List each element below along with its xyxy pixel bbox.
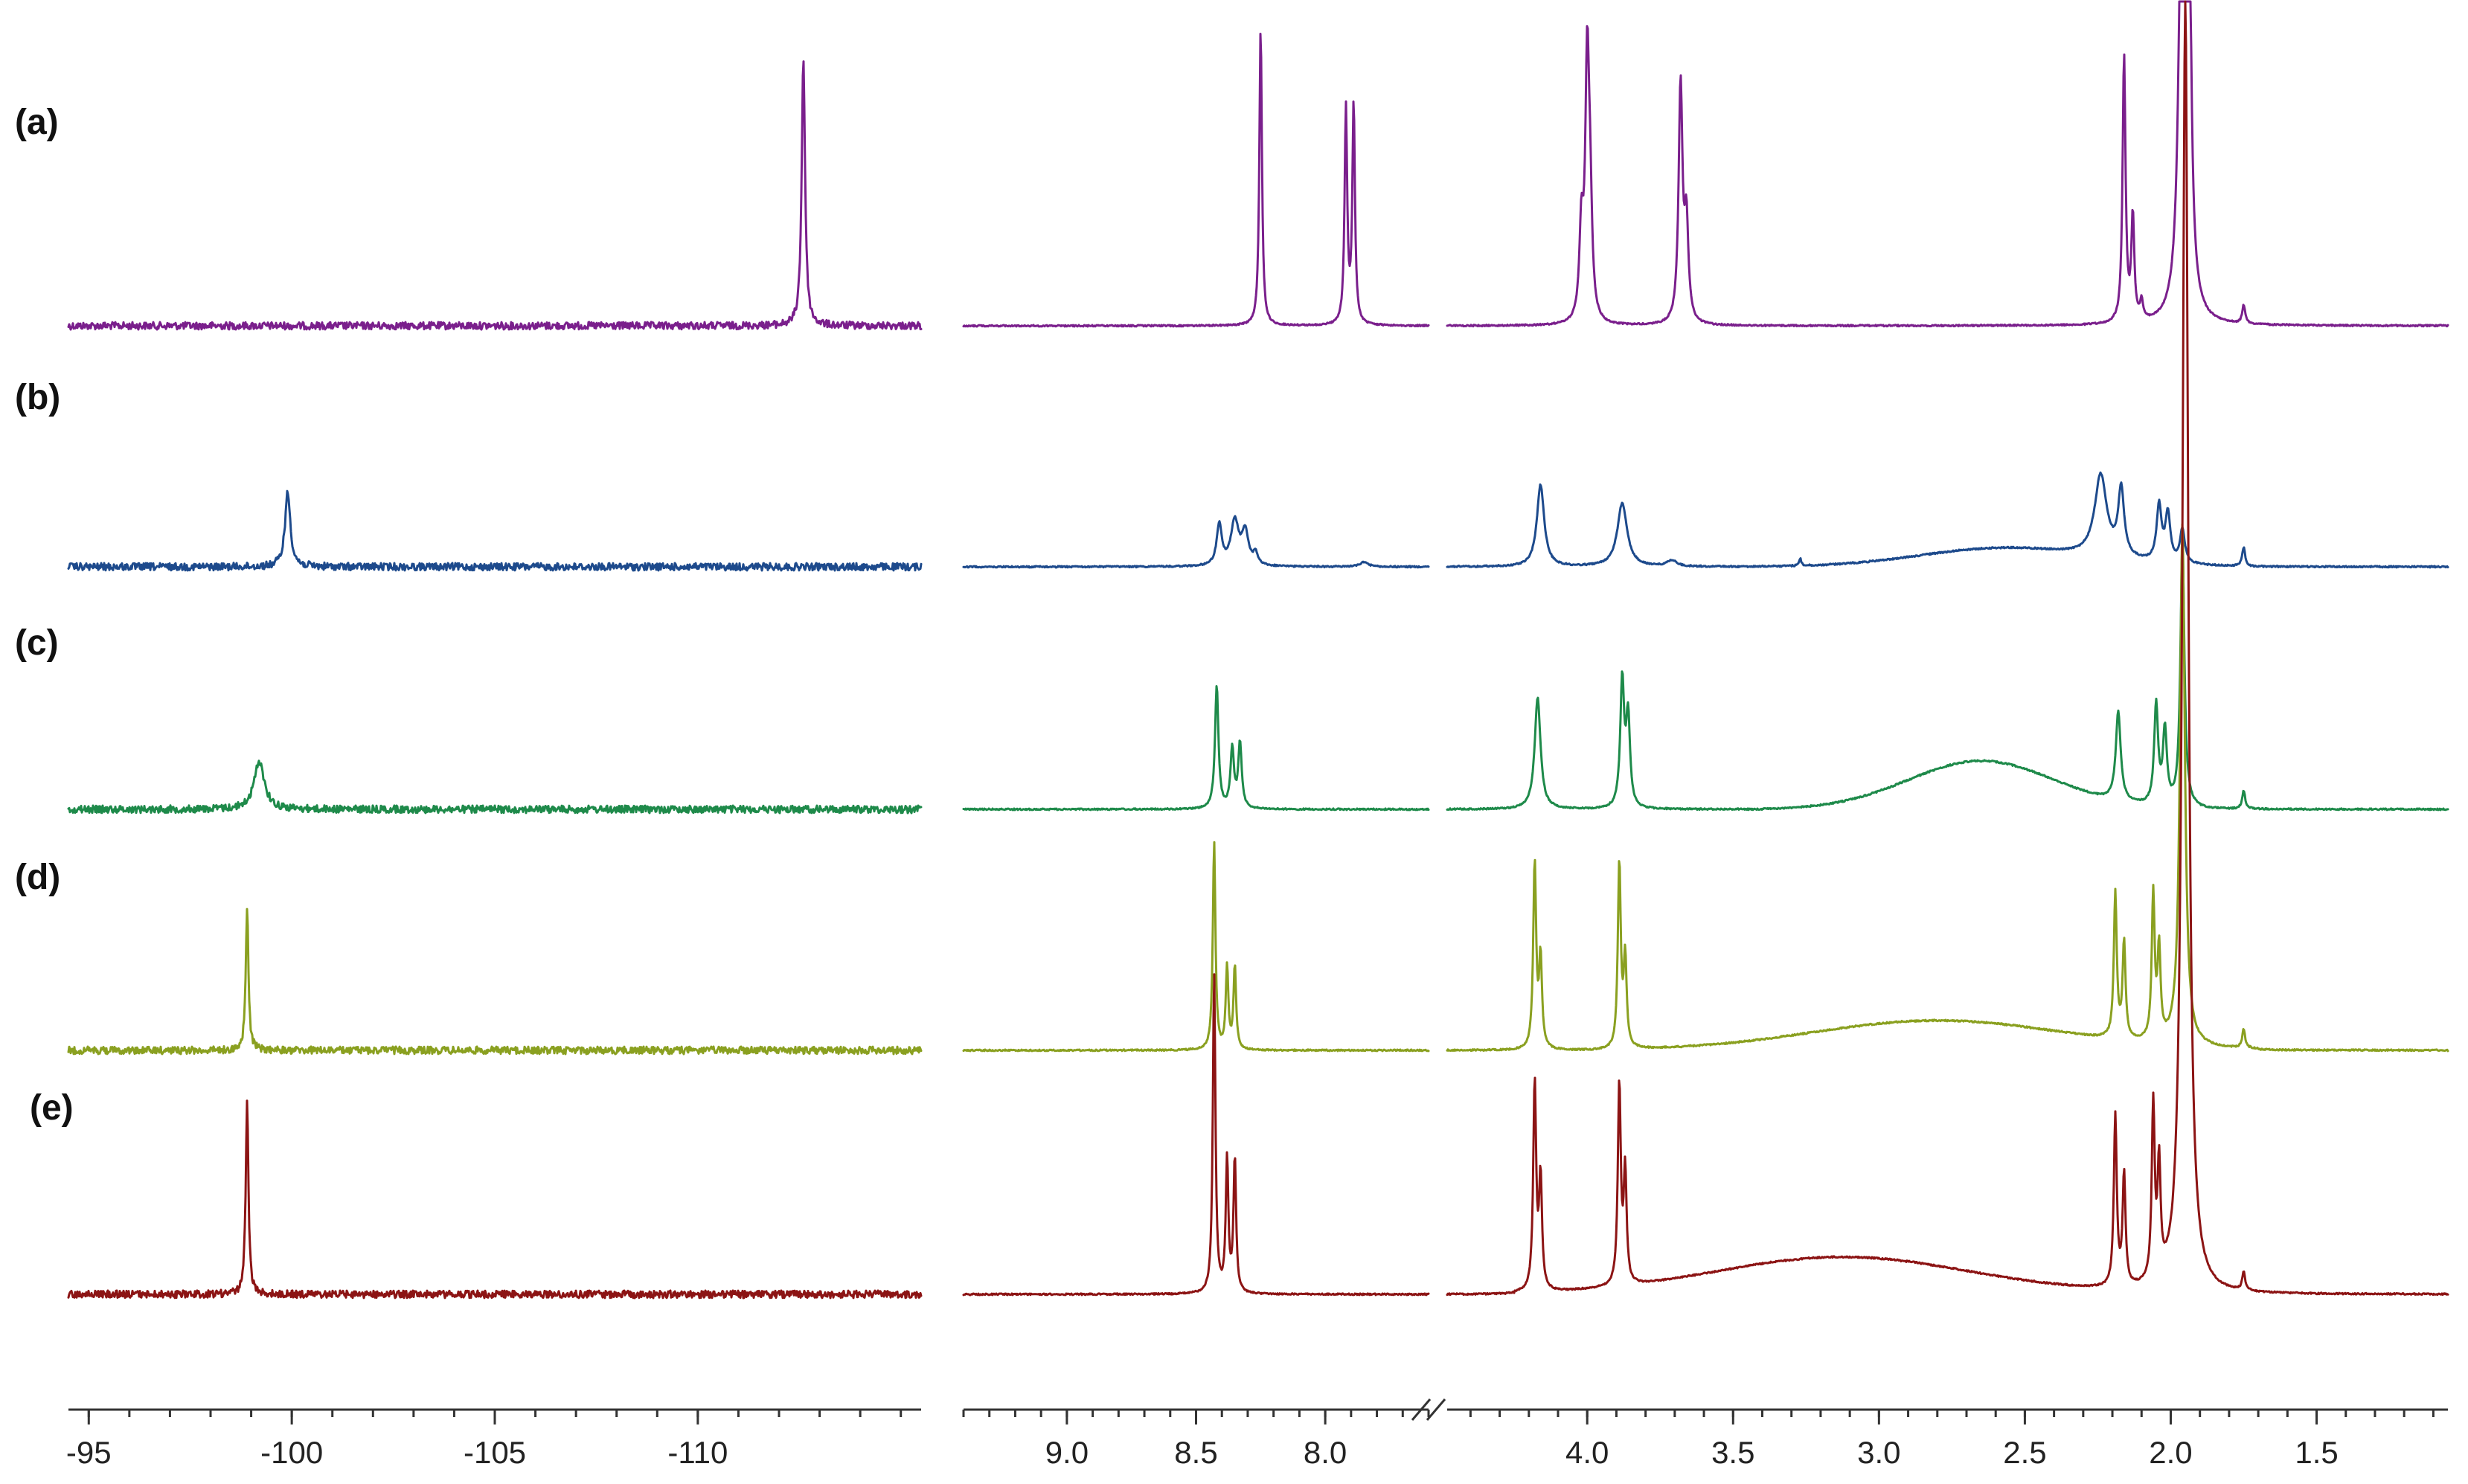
spectrum-1h-aromatic-d bbox=[962, 841, 1430, 1053]
label-e: (e) bbox=[30, 1088, 74, 1128]
spectrum-1h-aromatic-b bbox=[962, 515, 1430, 569]
spectrum-1h-aromatic-a bbox=[962, 33, 1430, 328]
tick-label: 3.0 bbox=[1857, 1435, 1900, 1470]
x-axes: -95 -100 -105 -110 9.0 8.5 8.0 4.0 3.5 3.0 2.5 2.0 1… bbox=[66, 1398, 2448, 1470]
label-d: (d) bbox=[15, 858, 60, 897]
tick-label: 2.5 bbox=[2003, 1435, 2046, 1470]
spectrum-1h-aromatic-c bbox=[962, 685, 1430, 812]
axis-break-mark bbox=[1411, 1398, 1432, 1421]
spectrum-19f-a bbox=[67, 60, 923, 331]
spectrum-19f-b bbox=[67, 489, 923, 572]
tick-label: -105 bbox=[464, 1435, 526, 1470]
tick-label: 1.5 bbox=[2295, 1435, 2338, 1470]
tick-label: 8.0 bbox=[1304, 1435, 1347, 1470]
tick-label: 4.0 bbox=[1565, 1435, 1609, 1470]
panel-labels: (a) (b) (c) (d) (e) bbox=[15, 103, 74, 1128]
axis-break-mark bbox=[1426, 1398, 1446, 1421]
tick-label: 8.5 bbox=[1174, 1435, 1217, 1470]
spectrum-1h-aliphatic-e bbox=[1446, 0, 2449, 1297]
tick-label: -100 bbox=[260, 1435, 323, 1470]
spectrum-1h-aliphatic-c bbox=[1446, 537, 2449, 812]
spectrum-1h-aliphatic-a bbox=[1446, 0, 2449, 328]
tick-label: 9.0 bbox=[1045, 1435, 1089, 1470]
tick-label: 2.0 bbox=[2149, 1435, 2192, 1470]
spectra bbox=[67, 0, 2449, 1300]
spectrum-1h-aromatic-e bbox=[962, 973, 1430, 1297]
label-a: (a) bbox=[15, 103, 59, 142]
spectrum-1h-aliphatic-b bbox=[1446, 471, 2449, 569]
label-b: (b) bbox=[15, 378, 60, 417]
spectrum-19f-e bbox=[67, 1099, 923, 1300]
tick-label: -110 bbox=[667, 1435, 728, 1470]
tick-label: 3.5 bbox=[1711, 1435, 1754, 1470]
label-c: (c) bbox=[15, 623, 59, 663]
spectrum-19f-c bbox=[67, 759, 923, 815]
spectrum-19f-d bbox=[67, 908, 923, 1056]
spectrum-1h-aliphatic-d bbox=[1446, 523, 2449, 1053]
tick-label: -95 bbox=[66, 1435, 112, 1470]
